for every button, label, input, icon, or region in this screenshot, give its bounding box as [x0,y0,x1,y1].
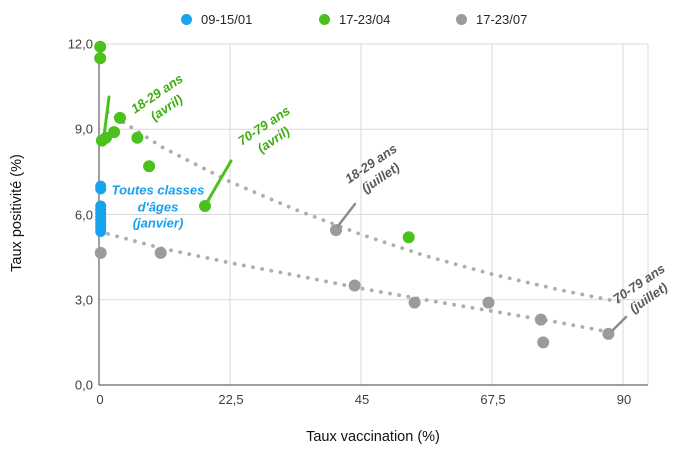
x-tick-label: 0 [96,392,104,407]
data-point-17-23-04 [108,126,121,139]
legend-item: 17-23/07 [456,12,527,27]
y-tick-label: 3,0 [74,292,93,308]
data-point-17-23-07 [348,279,361,292]
data-point-17-23-04 [402,231,415,244]
data-point-09-15-01 [95,183,107,195]
x-tick-label: 45 [354,392,370,407]
data-point-17-23-07 [154,246,167,259]
y-axis-title: Taux positivité (%) [9,154,25,272]
x-tick-label: 90 [616,392,632,407]
legend-dot-icon [319,14,330,25]
x-axis-title: Taux vaccination (%) [306,429,440,445]
y-tick-label: 0,0 [74,377,93,393]
annotation-label: Toutes classes d'âges (janvier) [112,182,205,232]
annotation-leader-line [611,315,628,332]
y-tick-label: 12,0 [67,36,93,52]
legend-item: 17-23/04 [319,12,390,27]
legend-dot-icon [456,14,467,25]
annotation-line: Toutes classes [111,182,205,198]
x-tick-label: 67,5 [480,392,506,407]
data-point-17-23-07 [482,296,495,309]
data-point-17-23-07 [537,336,550,349]
legend-dot-icon [181,14,192,25]
trendline [105,110,625,305]
data-point-17-23-04 [94,52,107,65]
legend-label: 17-23/07 [476,12,528,27]
annotation-leader-line [204,159,233,206]
data-point-09-15-01 [95,226,107,237]
data-point-17-23-04 [131,131,144,144]
data-point-17-23-04 [114,111,126,124]
data-point-17-23-04 [94,40,107,53]
data-point-17-23-07 [408,296,421,309]
annotation-leader-line [336,202,357,228]
data-point-17-23-07 [330,224,342,237]
legend-label: 17-23/04 [339,12,391,27]
legend-label: 09-15/01 [201,12,253,27]
legend-item: 09-15/01 [181,12,252,27]
data-point-17-23-07 [602,327,615,340]
annotation-line: (janvier) [132,215,184,231]
data-point-17-23-07 [534,313,547,326]
y-tick-label: 6,0 [74,207,93,222]
annotation-line: d'âges [137,198,179,214]
data-point-17-23-07 [94,246,107,259]
data-point-17-23-04 [143,160,156,173]
x-tick-label: 22,5 [218,392,244,407]
y-tick-label: 9,0 [74,121,93,137]
annotation-leader-line [102,95,111,138]
